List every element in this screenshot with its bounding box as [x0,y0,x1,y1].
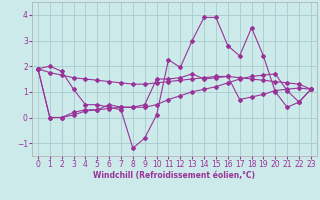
X-axis label: Windchill (Refroidissement éolien,°C): Windchill (Refroidissement éolien,°C) [93,171,255,180]
